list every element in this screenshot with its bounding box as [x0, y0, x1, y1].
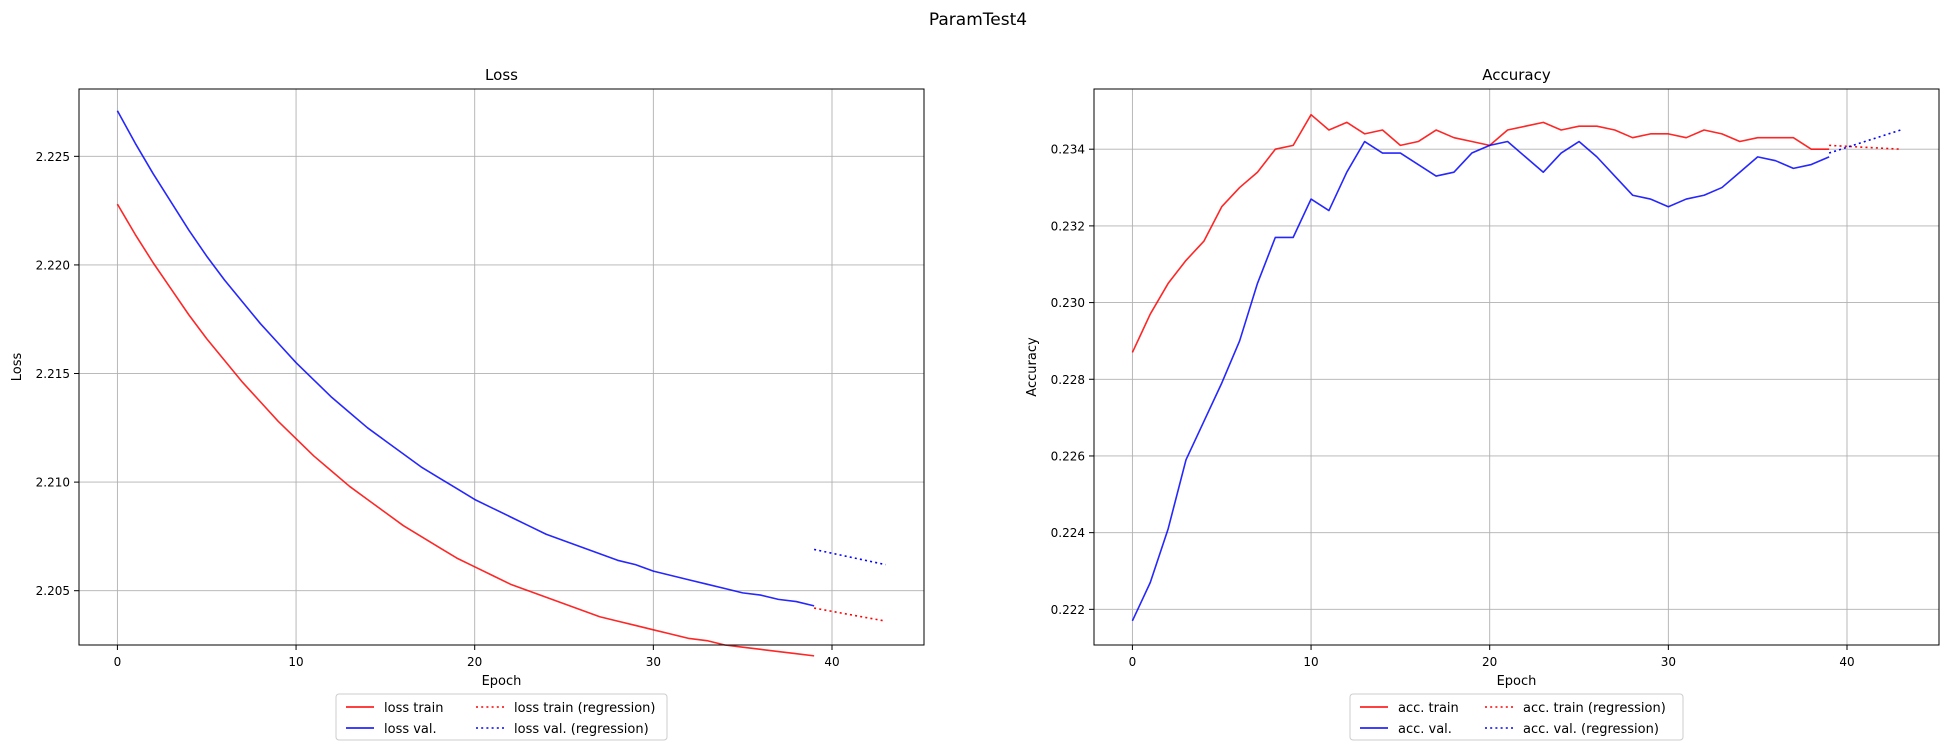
loss-chart-title: Loss [485, 66, 518, 84]
accuracy-xtick-label-4: 40 [1839, 655, 1854, 669]
accuracy-legend-label-acc-val-regression: acc. val. (regression) [1523, 722, 1659, 737]
accuracy-y-axis-label: Accuracy [1025, 337, 1040, 397]
accuracy-series-acc-val [1131, 140, 1830, 622]
loss-legend-label-loss-val: loss val. [384, 722, 437, 737]
accuracy-ytick-label-1: 0.224 [1051, 526, 1085, 540]
loss-ytick-label-0: 2.205 [36, 584, 70, 598]
accuracy-xtick-label-2: 20 [1482, 655, 1497, 669]
loss-legend-label-loss-val-regression: loss val. (regression) [514, 722, 649, 737]
loss-xtick-label-2: 20 [467, 655, 482, 669]
loss-xtick-label-3: 30 [646, 655, 661, 669]
loss-ytick-label-2: 2.215 [36, 367, 70, 381]
loss-series-loss-train [116, 203, 815, 657]
accuracy-legend: acc. train acc. val. acc. train (regressio… [1349, 693, 1684, 741]
accuracy-ytick-label-6: 0.234 [1051, 143, 1085, 157]
accuracy-chart: 0 10 20 30 40 0.222 0.224 0.226 0.228 0.230 0.232 0… [1025, 66, 1940, 741]
accuracy-series-acc-val-regression [1828, 129, 1901, 154]
loss-series-loss-val [116, 110, 815, 607]
accuracy-ytick-label-5: 0.232 [1051, 219, 1085, 233]
loss-ytick-label-3: 2.220 [36, 258, 70, 272]
accuracy-xtick-label-0: 0 [1129, 655, 1137, 669]
accuracy-x-axis-label: Epoch [1497, 674, 1537, 689]
accuracy-chart-title: Accuracy [1482, 66, 1551, 84]
loss-axes-frame [78, 88, 925, 646]
loss-xtick-label-4: 40 [824, 655, 839, 669]
loss-y-axis-label: Loss [10, 353, 25, 382]
accuracy-legend-label-acc-train-regression: acc. train (regression) [1523, 701, 1666, 716]
figure-title: ParamTest4 [929, 10, 1027, 30]
loss-series-loss-val-regression [813, 548, 886, 566]
loss-ytick-label-4: 2.225 [36, 150, 70, 164]
loss-chart: 0 10 20 30 40 2.205 2.210 2.215 2.220 2.225 Loss Ep… [10, 66, 925, 741]
accuracy-legend-label-acc-val: acc. val. [1398, 722, 1452, 737]
accuracy-xtick-label-1: 10 [1303, 655, 1318, 669]
loss-legend-label-loss-train-regression: loss train (regression) [514, 701, 656, 716]
accuracy-legend-box [1349, 693, 1684, 741]
accuracy-ytick-label-4: 0.230 [1051, 296, 1085, 310]
accuracy-legend-label-acc-train: acc. train [1398, 701, 1459, 716]
loss-xtick-label-1: 10 [288, 655, 303, 669]
loss-ytick-label-1: 2.210 [36, 476, 70, 490]
accuracy-ytick-label-2: 0.226 [1051, 449, 1085, 463]
accuracy-ytick-label-3: 0.228 [1051, 373, 1085, 387]
accuracy-axes-frame [1093, 88, 1940, 646]
loss-legend-box [335, 693, 668, 741]
loss-legend: loss train loss val. loss train (regressio… [335, 693, 668, 741]
loss-xtick-label-0: 0 [114, 655, 122, 669]
loss-x-axis-label: Epoch [482, 674, 522, 689]
accuracy-series-acc-train [1131, 113, 1830, 353]
loss-legend-label-loss-train: loss train [384, 701, 444, 716]
accuracy-ytick-label-0: 0.222 [1051, 603, 1085, 617]
accuracy-series-acc-train-regression [1829, 144, 1901, 150]
loss-series-loss-train-regression [813, 607, 886, 622]
accuracy-xtick-label-3: 30 [1661, 655, 1676, 669]
